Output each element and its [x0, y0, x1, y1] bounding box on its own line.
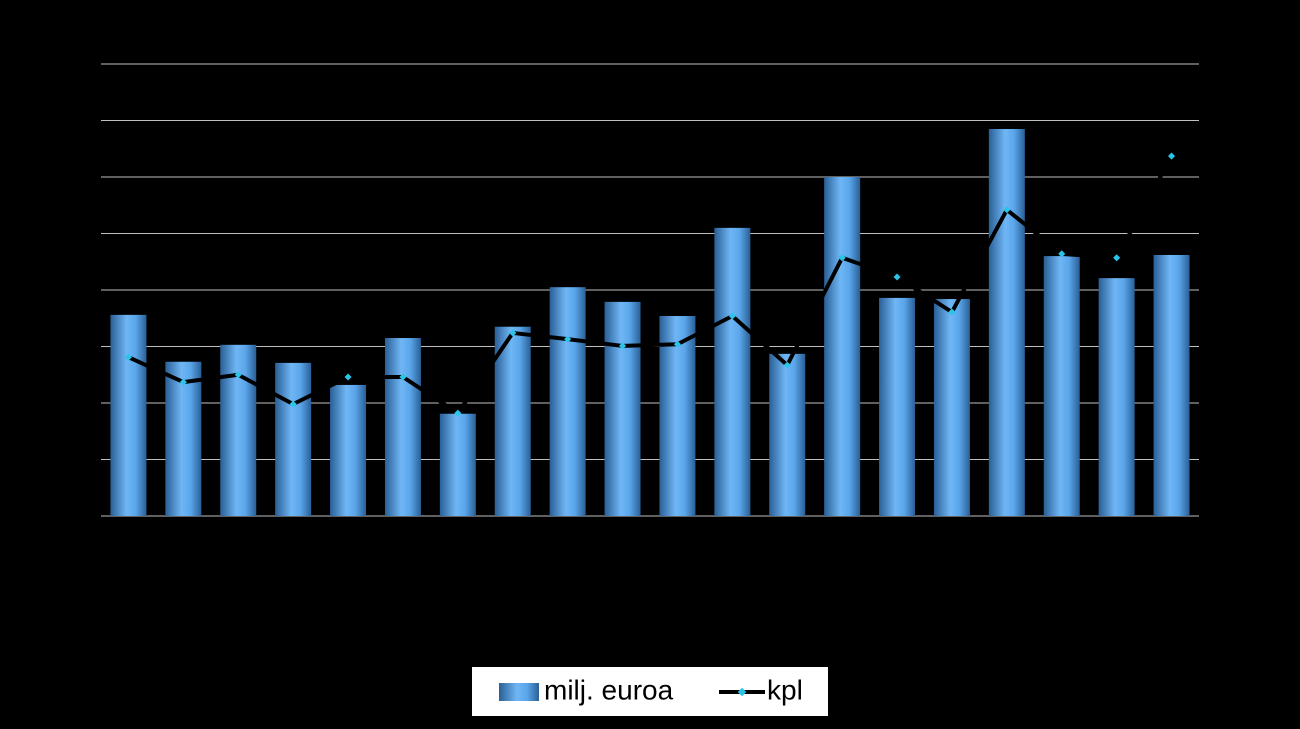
line-marker — [509, 329, 517, 337]
bar — [275, 362, 312, 516]
bar — [384, 338, 421, 516]
y-tick-label: 6 — [85, 168, 93, 184]
y-tick-label: 0 — [85, 507, 93, 523]
line-marker — [1003, 206, 1011, 214]
bar — [330, 384, 367, 516]
line-marker — [619, 342, 627, 350]
bar — [769, 353, 806, 516]
y-tick-label: 1 — [85, 450, 93, 466]
y-tick-label: 3 — [85, 337, 93, 353]
bar — [824, 177, 861, 516]
line-marker — [673, 340, 681, 348]
line-marker — [948, 308, 956, 316]
y-tick-label: 4 — [85, 281, 93, 297]
y-tick-label: 5 — [85, 224, 93, 240]
bar — [165, 361, 202, 516]
bar — [988, 128, 1025, 516]
line-marker — [399, 373, 407, 381]
line-marker — [179, 378, 187, 386]
legend-marker — [737, 687, 747, 697]
line-marker — [783, 361, 791, 369]
bar — [549, 287, 586, 516]
bar — [933, 299, 970, 516]
line — [127, 155, 1174, 416]
y-tick-label: 8 — [85, 55, 93, 71]
bar — [110, 314, 147, 516]
legend-label: milj. euroa — [544, 674, 674, 705]
line-marker — [124, 353, 132, 361]
bar — [659, 315, 696, 516]
line-marker — [728, 312, 736, 320]
bar — [494, 326, 531, 516]
bar — [1153, 254, 1190, 516]
bar — [1043, 256, 1080, 516]
bar — [439, 413, 476, 516]
line-marker — [234, 371, 242, 379]
y-tick-label: 2 — [85, 394, 93, 410]
bar — [604, 301, 641, 516]
y-tick-label: 7 — [85, 111, 93, 127]
bar — [220, 344, 257, 516]
bar — [714, 227, 751, 516]
line-marker — [344, 373, 352, 381]
line-marker — [289, 400, 297, 408]
legend-swatch — [499, 683, 539, 701]
legend: milj. euroa kpl — [472, 667, 828, 716]
line-marker — [564, 335, 572, 343]
legend-label: kpl — [767, 674, 803, 705]
line-marker — [454, 409, 462, 417]
line-marker — [893, 273, 901, 281]
bar — [1098, 278, 1135, 516]
bar — [879, 297, 916, 516]
